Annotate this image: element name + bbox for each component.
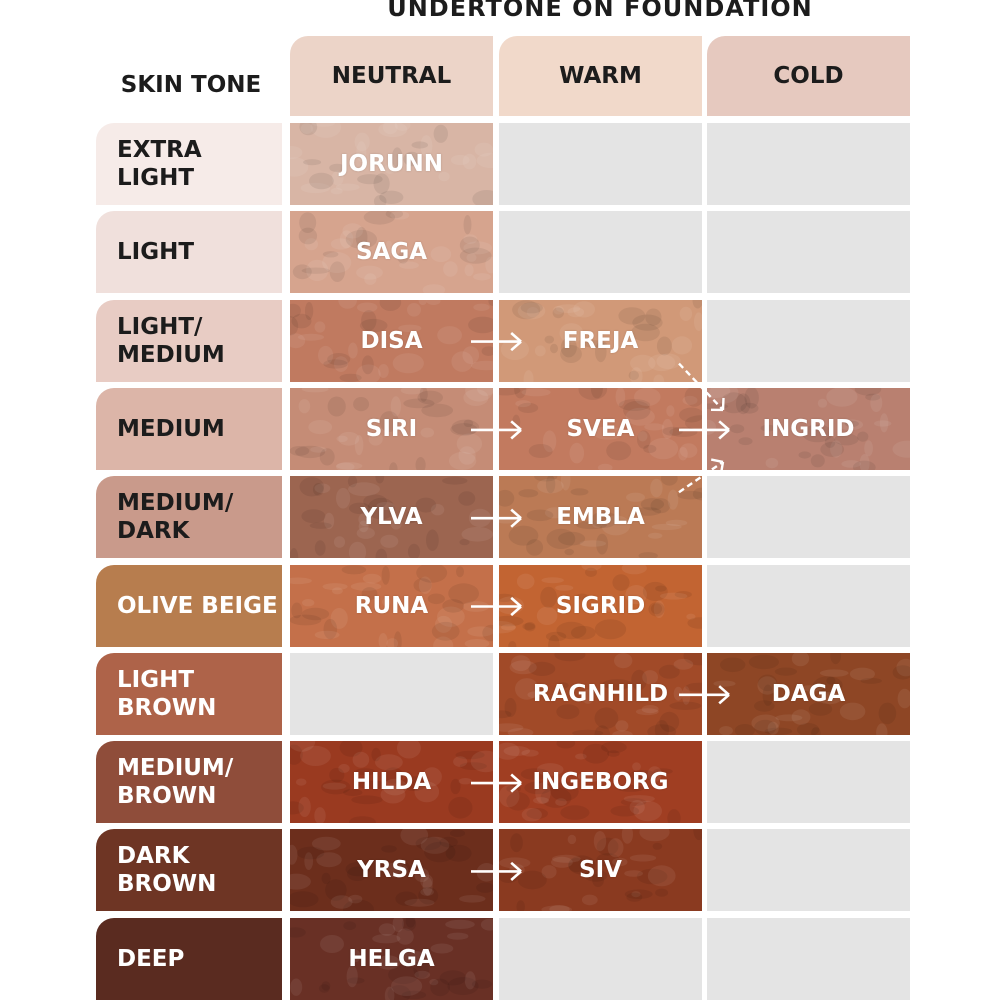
shade-swatch-siv[interactable]: SIV [499,829,702,912]
empty-cell [499,211,702,294]
shade-swatch-helga[interactable]: HELGA [290,917,493,1000]
shade-name: DISA [360,327,423,354]
shade-name: SIRI [365,415,418,442]
column-header-cold: COLD [707,36,910,116]
shade-swatch-svea[interactable]: SVEA [499,387,702,470]
empty-cell [707,741,910,824]
row-label-light-medium: LIGHT/ MEDIUM [96,299,282,382]
shade-swatch-jorunn[interactable]: JORUNN [290,123,493,205]
shade-swatch-yrsa[interactable]: YRSA [290,829,493,912]
shade-swatch-runa[interactable]: RUNA [290,564,493,647]
shade-swatch-siri[interactable]: SIRI [290,387,493,470]
shade-name: HELGA [348,945,435,972]
row-label-medium: MEDIUM [96,387,282,470]
shade-swatch-ingrid[interactable]: INGRID [707,387,910,470]
shade-name: SIGRID [555,592,646,619]
shade-name: SAGA [355,239,428,266]
shade-name: SIV [579,857,622,884]
shade-name: EMBLA [556,504,645,531]
row-label-light: LIGHT [96,211,282,294]
shade-swatch-ragnhild[interactable]: RAGNHILD [499,652,702,735]
shade-name: DAGA [771,680,846,707]
row-label-medium-brown: MEDIUM/ BROWN [96,741,282,824]
shade-name: YRSA [357,857,426,884]
empty-cell [499,123,702,205]
column-header-neutral: NEUTRAL [290,36,493,116]
shade-swatch-sigrid[interactable]: SIGRID [499,564,702,647]
shade-name: INGEBORG [532,769,669,796]
skin-tone-header: SKIN TONE [120,72,262,98]
row-label-deep: DEEP [96,917,282,1000]
row-label-light-brown: LIGHT BROWN [96,652,282,735]
empty-cell [499,917,702,1000]
empty-cell [707,829,910,912]
empty-cell [707,476,910,559]
shade-name: INGRID [762,415,855,442]
row-label-medium-dark: MEDIUM/ DARK [96,476,282,559]
row-label-extra-light: EXTRA LIGHT [96,123,282,205]
shade-swatch-ylva[interactable]: YLVA [290,476,493,559]
shade-swatch-freja[interactable]: FREJA [499,299,702,382]
shade-swatch-ingeborg[interactable]: INGEBORG [499,741,702,824]
empty-cell [290,652,493,735]
shade-name: FREJA [562,327,639,354]
empty-cell [707,123,910,205]
chart-title: UNDERTONE ON FOUNDATION [387,0,813,22]
empty-cell [707,564,910,647]
shade-swatch-hilda[interactable]: HILDA [290,741,493,824]
shade-name: HILDA [351,769,432,796]
empty-cell [707,917,910,1000]
shade-swatch-saga[interactable]: SAGA [290,211,493,294]
empty-cell [707,211,910,294]
column-header-warm: WARM [499,36,702,116]
empty-cell [707,299,910,382]
shade-swatch-daga[interactable]: DAGA [707,652,910,735]
row-label-dark-brown: DARK BROWN [96,829,282,912]
shade-name: JORUNN [340,151,443,177]
shade-name: YLVA [360,504,423,531]
shade-name: RUNA [354,592,429,619]
shade-name: SVEA [566,415,635,442]
shade-swatch-disa[interactable]: DISA [290,299,493,382]
shade-name: RAGNHILD [532,680,669,707]
shade-swatch-embla[interactable]: EMBLA [499,476,702,559]
row-label-olive-beige: OLIVE BEIGE [96,564,282,647]
